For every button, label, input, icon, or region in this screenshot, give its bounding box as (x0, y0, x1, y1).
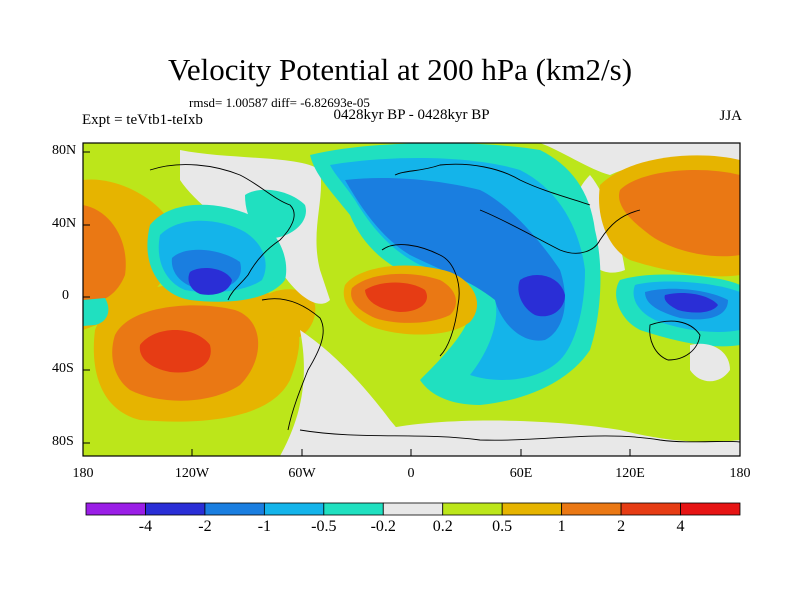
colorbar-swatch-5 (382, 502, 444, 516)
contour-darkorange-nw (83, 205, 126, 302)
colorbar-label-2: -1 (257, 518, 272, 535)
coast-south-america (261, 298, 324, 431)
coast-north-america (149, 164, 295, 301)
axis-ticks (83, 151, 631, 456)
colorbar-label-1: -2 (198, 518, 212, 535)
contour-grey-arctic (83, 143, 740, 175)
x-tick-label-60w: 60W (288, 466, 316, 481)
colorbar-swatch-1 (145, 502, 206, 516)
colorbar-label-0: -4 (138, 518, 153, 535)
y-tick-label-80n: 80N (52, 143, 77, 158)
y-tick-label-0: 0 (62, 288, 69, 303)
contour-cyan-westedge (83, 298, 109, 326)
contour-darkblue-ep (188, 268, 232, 295)
y-tick-label-40n: 40N (52, 216, 77, 231)
coast-asia (479, 209, 641, 254)
x-tick-label-120w: 120W (174, 466, 210, 481)
colorbar-swatch-4 (323, 502, 384, 516)
colorbar-label-8: 2 (617, 518, 626, 535)
season-label: JJA (719, 108, 742, 124)
contour-darkorange-np (619, 170, 740, 257)
contour-blue-eurasia (345, 178, 565, 341)
y-tick-label-40s: 40S (52, 361, 74, 376)
experiment-label: Expt = teVtb1-teIxb (82, 112, 203, 128)
colorbar-swatch-0 (85, 502, 146, 516)
colorbar-label-6: 0.5 (492, 518, 513, 535)
colorbar (85, 502, 741, 516)
colorbar-label-3: -0.5 (311, 518, 337, 535)
colorbar-swatch-9 (620, 502, 681, 516)
coastlines (149, 163, 740, 443)
period-label: 0428kyr BP - 0428kyr BP (333, 107, 490, 123)
colorbar-label-5: 0.2 (432, 518, 453, 535)
contour-red-af (365, 282, 428, 312)
colorbar-label-7: 1 (557, 518, 566, 535)
coast-antarctica (299, 429, 740, 443)
colorbar-swatch-8 (561, 502, 622, 516)
contour-grey-antarctic (380, 420, 740, 456)
coast-africa (381, 244, 460, 357)
colorbar-swatch-2 (204, 502, 265, 516)
colorbar-swatch-7 (501, 502, 563, 516)
colorbar-swatch-6 (442, 502, 503, 516)
x-tick-label-0: 0 (407, 466, 415, 481)
colorbar-swatch-3 (263, 502, 325, 516)
coast-australia (649, 320, 701, 361)
x-tick-label-60e: 60E (509, 466, 533, 481)
x-tick-label-120e: 120E (615, 466, 645, 481)
contour-darkblue-eurasia (518, 275, 565, 317)
colorbar-label-4: -0.2 (370, 518, 396, 535)
contour-red-sp (139, 330, 211, 373)
contour-grey-southwest (280, 330, 420, 456)
contour-fill (83, 143, 740, 456)
coast-europe (394, 163, 591, 206)
colorbar-label-9: 4 (676, 518, 685, 535)
x-tick-label-180w: 180 (72, 466, 94, 481)
colorbar-swatch-10 (680, 502, 741, 516)
chart-title: Velocity Potential at 200 hPa (km2/s) (167, 52, 633, 87)
contour-orange-sa (258, 289, 316, 341)
y-tick-label-80s: 80S (52, 434, 74, 449)
x-tick-label-180e: 180 (729, 466, 751, 481)
contour-darkblue-wp (664, 293, 718, 313)
stats-text: rmsd= 1.00587 diff= -6.82693e-05 (189, 95, 370, 110)
contour-grey-se (690, 343, 730, 382)
